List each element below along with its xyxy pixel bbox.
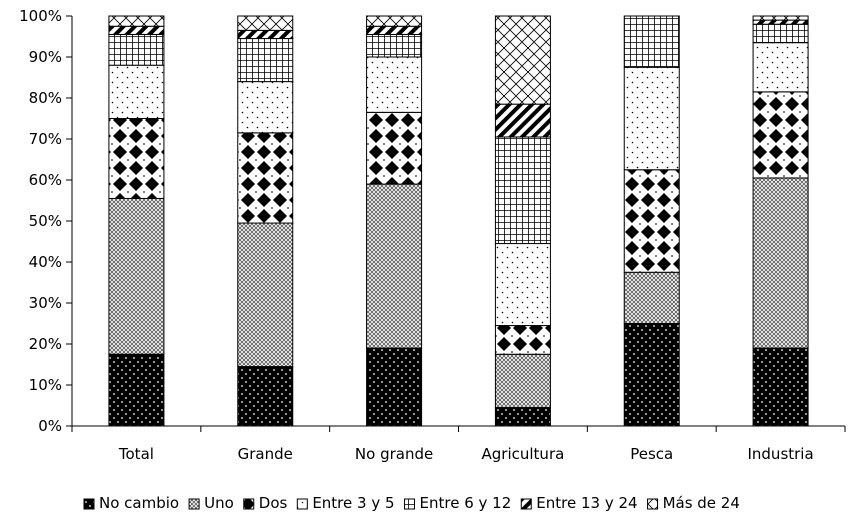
bar-segment <box>366 33 423 58</box>
bar-segment <box>366 15 423 27</box>
bar-segment <box>752 15 809 21</box>
legend-label: Entre 13 y 24 <box>536 494 637 512</box>
category-label: Total <box>118 445 154 463</box>
category-label: Grande <box>238 445 293 463</box>
category-label: Industria <box>747 445 813 463</box>
category-label: Pesca <box>630 445 673 463</box>
bar-segment <box>752 91 809 179</box>
bar-segment <box>237 29 294 40</box>
bars <box>108 15 809 427</box>
legend-swatch <box>243 498 255 510</box>
bar-segment <box>494 325 551 355</box>
y-tick-label: 50% <box>29 212 62 230</box>
bar-segment <box>366 111 423 185</box>
bar-segment <box>366 56 423 113</box>
legend-label: No cambio <box>99 494 179 512</box>
category-label: Agricultura <box>482 445 565 463</box>
bar-segment <box>494 353 551 409</box>
bar-segment <box>237 222 294 368</box>
bar-segment <box>237 15 294 31</box>
legend-swatch <box>296 498 308 510</box>
bar-segment <box>752 23 809 44</box>
bar-segment <box>237 132 294 224</box>
legend-label: Dos <box>259 494 288 512</box>
category-label: No grande <box>355 445 433 463</box>
y-tick-label: 60% <box>29 171 62 189</box>
y-tick-label: 100% <box>19 7 62 25</box>
legend: No cambio Uno Dos Entre 3 y 5 Entre 6 y 12 En… <box>83 494 740 512</box>
legend-label: Entre 6 y 12 <box>420 494 512 512</box>
bar-segment <box>108 33 165 66</box>
legend-swatch <box>188 498 200 510</box>
bar-segment <box>494 243 551 327</box>
legend-swatch <box>647 498 659 510</box>
y-axis: 0% 10% 20% 30% 40% 50% 60% 70% 80% 90% 100% <box>19 7 73 435</box>
bar-segment <box>752 19 809 25</box>
y-tick-label: 80% <box>29 89 62 107</box>
bar-segment <box>108 64 165 119</box>
x-axis: Total Grande No grande Agricultura Pesca Indu… <box>71 425 846 463</box>
legend-swatch <box>520 498 532 510</box>
bar-segment <box>494 407 551 427</box>
bar-segment <box>752 347 809 427</box>
y-tick-label: 10% <box>29 376 62 394</box>
legend-label: Más de 24 <box>663 494 740 512</box>
bar-segment <box>108 15 165 27</box>
bar-segment <box>237 366 294 427</box>
bar-segment <box>108 197 165 355</box>
y-tick-label: 20% <box>29 335 62 353</box>
bar-segment <box>752 177 809 349</box>
bar-segment <box>366 347 423 427</box>
legend-swatch <box>83 498 95 510</box>
bar-segment <box>752 42 809 93</box>
bar-segment <box>366 183 423 349</box>
y-tick-label: 0% <box>38 417 62 435</box>
bar-segment <box>366 25 423 35</box>
bar-segment <box>494 103 551 138</box>
bar-segment <box>494 15 551 105</box>
y-tick-label: 70% <box>29 130 62 148</box>
y-tick-label: 90% <box>29 48 62 66</box>
y-tick-label: 40% <box>29 253 62 271</box>
bar-segment <box>108 118 165 199</box>
legend-label: Uno <box>204 494 234 512</box>
bar-segment <box>108 353 165 427</box>
y-tick-label: 30% <box>29 294 62 312</box>
bar-segment <box>623 169 680 273</box>
bar-segment <box>623 66 680 171</box>
bar-segment <box>623 15 680 68</box>
bar-segment <box>494 136 551 245</box>
legend-swatch <box>404 498 416 510</box>
bar-segment <box>623 271 680 324</box>
bar-segment <box>108 25 165 35</box>
bar-segment <box>237 81 294 134</box>
legend-label: Entre 3 y 5 <box>312 494 394 512</box>
bar-segment <box>623 323 680 427</box>
bar-segment <box>237 38 294 83</box>
